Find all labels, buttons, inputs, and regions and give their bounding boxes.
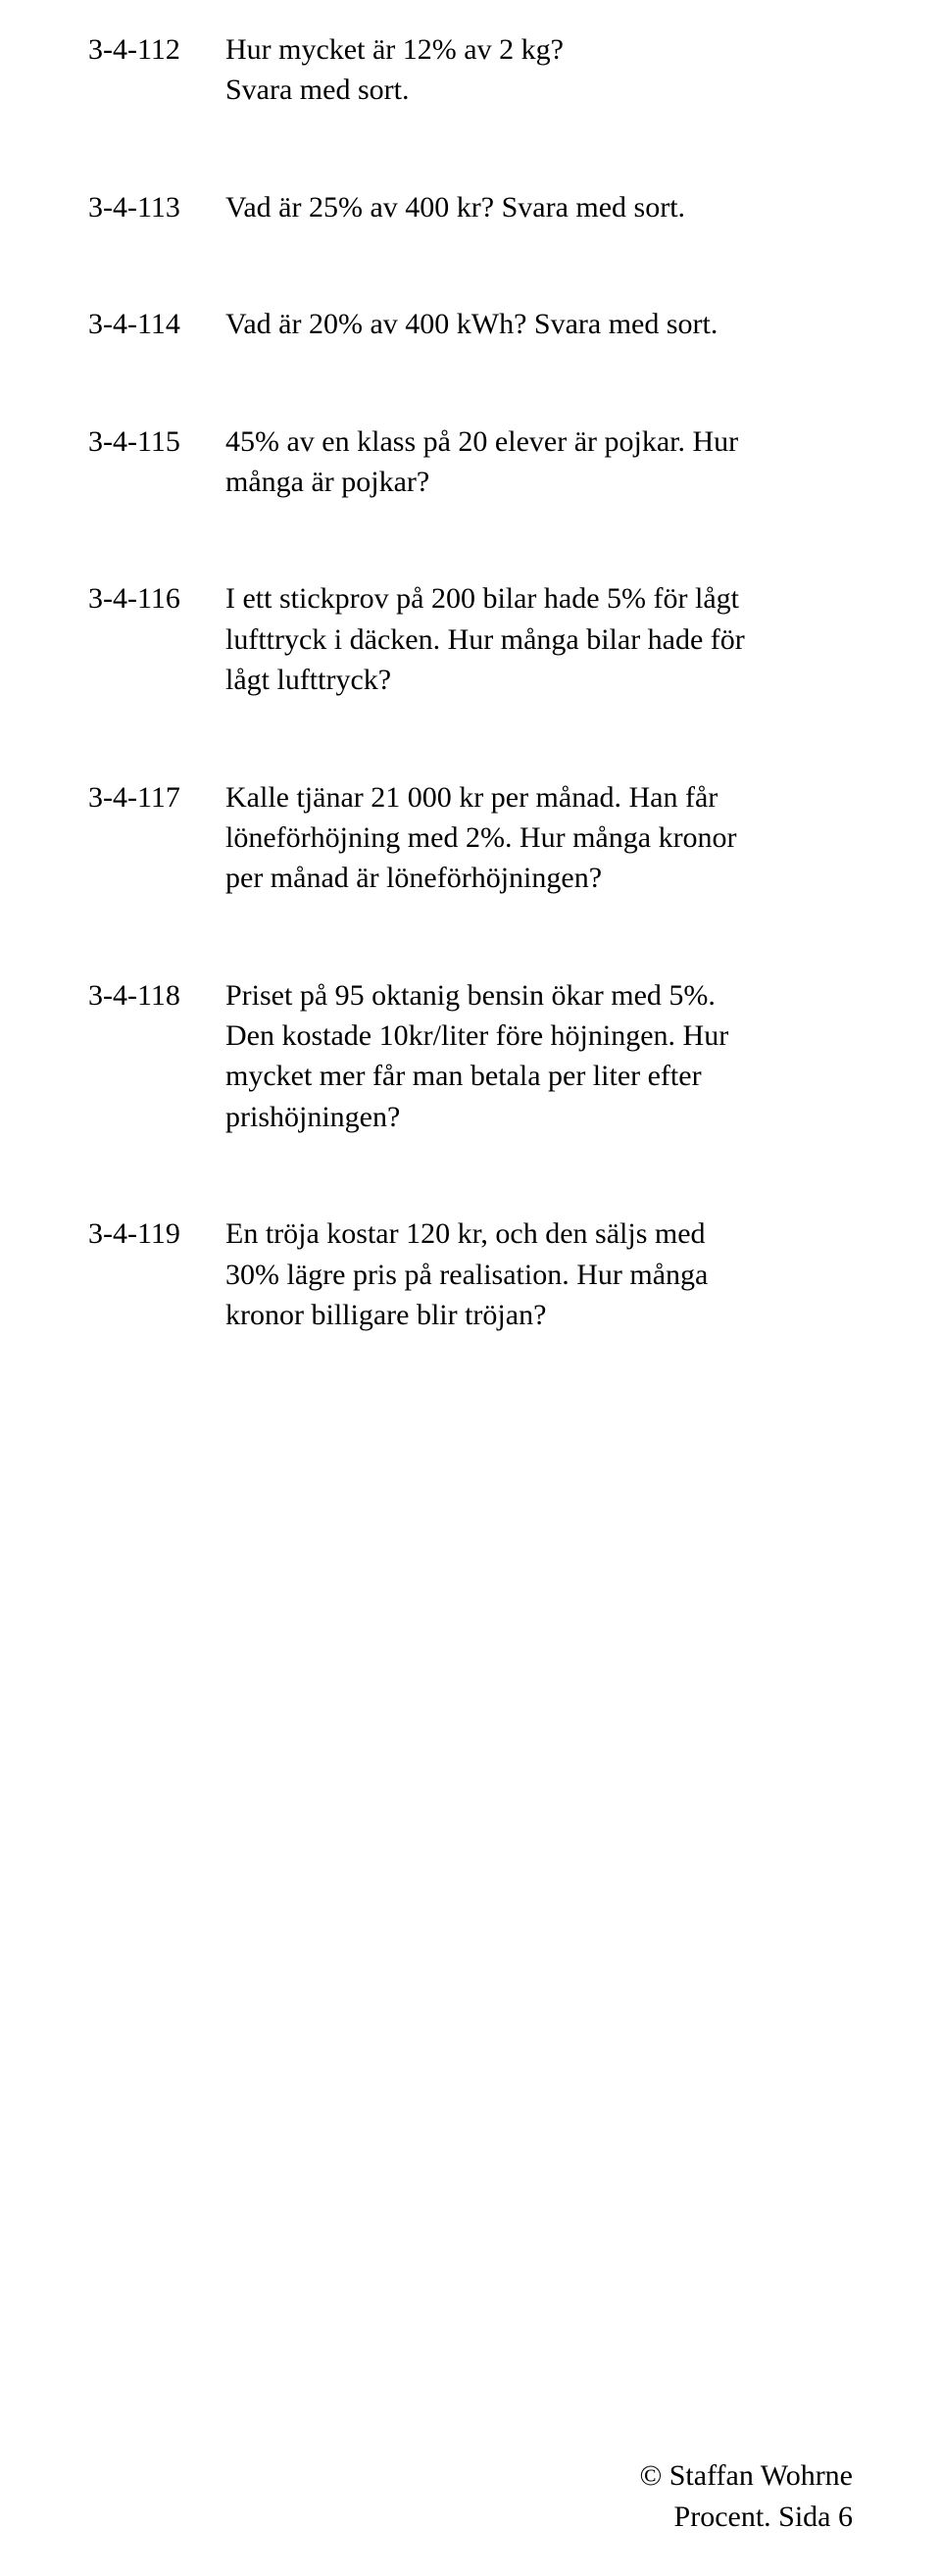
question-number: 3-4-117 [88,777,225,817]
page: 3-4-112 Hur mycket är 12% av 2 kg? Svara… [0,0,941,2576]
question-text: I ett stickprov på 200 bilar hade 5% för… [225,578,765,700]
question-text-line: En tröja kostar 120 kr, och den säljs me… [225,1214,765,1335]
question-text-line: Kalle tjänar 21 000 kr per månad. Han få… [225,777,765,899]
question-text: 45% av en klass på 20 elever är pojkar. … [225,421,765,503]
question-number: 3-4-118 [88,975,225,1016]
question-text: Hur mycket är 12% av 2 kg? Svara med sor… [225,29,765,111]
page-footer: © Staffan Wohrne Procent. Sida 6 [639,2455,853,2537]
question-number: 3-4-113 [88,187,225,227]
question-text-line: 45% av en klass på 20 elever är pojkar. … [225,421,765,503]
question-text: Kalle tjänar 21 000 kr per månad. Han få… [225,777,765,899]
question-number: 3-4-112 [88,29,225,70]
question-text-line: Priset på 95 oktanig bensin ökar med 5%.… [225,975,765,1138]
question-row: 3-4-113 Vad är 25% av 400 kr? Svara med … [88,187,765,227]
question-text-line: Vad är 25% av 400 kr? Svara med sort. [225,187,765,227]
question-text-line: Svara med sort. [225,70,765,110]
question-number: 3-4-114 [88,304,225,344]
footer-copyright: © Staffan Wohrne [639,2455,853,2496]
question-row: 3-4-119 En tröja kostar 120 kr, och den … [88,1214,765,1335]
question-row: 3-4-116 I ett stickprov på 200 bilar had… [88,578,765,700]
question-text-line: Hur mycket är 12% av 2 kg? [225,29,765,70]
question-number: 3-4-115 [88,421,225,462]
question-text: Vad är 20% av 400 kWh? Svara med sort. [225,304,765,344]
question-text: Priset på 95 oktanig bensin ökar med 5%.… [225,975,765,1138]
question-row: 3-4-118 Priset på 95 oktanig bensin ökar… [88,975,765,1138]
question-text: Vad är 25% av 400 kr? Svara med sort. [225,187,765,227]
question-row: 3-4-114 Vad är 20% av 400 kWh? Svara med… [88,304,765,344]
question-text-line: I ett stickprov på 200 bilar hade 5% för… [225,578,765,700]
question-row: 3-4-117 Kalle tjänar 21 000 kr per månad… [88,777,765,899]
question-number: 3-4-119 [88,1214,225,1254]
question-text: En tröja kostar 120 kr, och den säljs me… [225,1214,765,1335]
question-row: 3-4-115 45% av en klass på 20 elever är … [88,421,765,503]
question-row: 3-4-112 Hur mycket är 12% av 2 kg? Svara… [88,29,765,111]
footer-pageref: Procent. Sida 6 [639,2497,853,2537]
question-number: 3-4-116 [88,578,225,619]
question-text-line: Vad är 20% av 400 kWh? Svara med sort. [225,304,765,344]
